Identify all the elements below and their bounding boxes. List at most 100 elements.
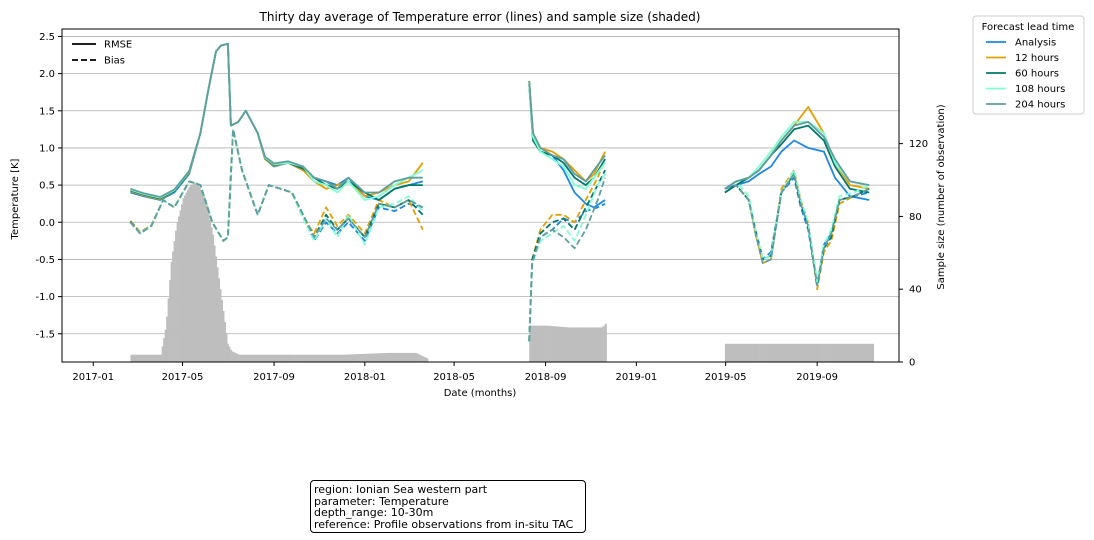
sample-size-bar	[588, 327, 591, 362]
sample-size-bar	[416, 353, 418, 362]
sample-size-bar	[143, 354, 146, 362]
sample-size-bar	[237, 354, 240, 362]
sample-size-bar	[313, 354, 316, 362]
sample-size-bar	[365, 353, 368, 362]
sample-size-bar	[748, 343, 751, 362]
sample-size-bar	[224, 321, 226, 362]
sample-size-bar	[283, 354, 286, 362]
sample-size-bar	[763, 343, 766, 362]
sample-size-bar	[735, 343, 738, 362]
sample-size-bar	[207, 212, 210, 362]
sample-size-bar	[166, 316, 168, 362]
sample-size-bar	[167, 298, 170, 362]
sample-size-bar	[399, 352, 402, 362]
sample-size-bar	[860, 343, 863, 362]
x-tick-label: 2017-09	[253, 372, 295, 383]
sample-size-bar	[383, 353, 386, 362]
sample-size-bar	[788, 343, 791, 362]
sample-size-bar	[863, 343, 866, 362]
sample-size-bar	[846, 343, 849, 362]
sample-size-bar	[375, 353, 378, 362]
sample-size-bar	[262, 354, 265, 362]
sample-size-bar	[279, 354, 282, 362]
sample-size-bar	[172, 251, 174, 362]
sample-size-bar	[557, 326, 560, 362]
sample-size-bar	[377, 353, 380, 362]
sample-size-bar	[316, 354, 319, 362]
sample-size-bar	[404, 352, 407, 362]
sample-size-bar	[584, 327, 587, 362]
sample-size-bar	[176, 222, 179, 362]
sample-size-bar	[280, 354, 283, 362]
sample-size-bar	[554, 326, 557, 362]
sample-size-bar	[359, 354, 362, 362]
sample-size-bar	[240, 354, 243, 362]
sample-size-bar	[356, 354, 359, 362]
sample-size-bar	[732, 343, 735, 362]
sample-size-bar	[209, 220, 212, 362]
sample-size-bar	[307, 354, 310, 362]
sample-size-bar	[837, 343, 840, 362]
y2-axis-label: Sample size (number of observation)	[936, 104, 947, 289]
sample-size-bar	[163, 338, 165, 362]
sample-size-bar	[319, 354, 322, 362]
y-axis-label: Temperature [K]	[10, 158, 21, 240]
sample-size-bar	[335, 354, 338, 362]
sample-size-bar	[248, 354, 250, 362]
sample-size-bar	[381, 353, 384, 362]
sample-size-bar	[329, 354, 332, 362]
series-analysis-rmse-line	[528, 84, 606, 209]
sample-size-bar	[778, 343, 781, 362]
sample-size-bar	[320, 354, 323, 362]
sample-size-bar	[821, 343, 824, 362]
sample-size-bar	[303, 354, 305, 362]
sample-size-bar	[797, 343, 800, 362]
sample-size-bar	[236, 353, 238, 362]
info-line-reference: reference: Profile observations from in-…	[314, 517, 574, 531]
sample-size-bar	[751, 343, 754, 362]
sample-size-bar	[744, 343, 747, 362]
sample-size-bar	[398, 352, 401, 362]
sample-size-bar	[741, 343, 744, 362]
sample-size-bar	[242, 354, 244, 362]
sample-size-bar	[145, 354, 148, 362]
sample-size-bar	[239, 354, 241, 362]
sample-size-bar	[300, 354, 302, 362]
sample-size-bar	[277, 354, 280, 362]
series-108-hours-bias-line	[528, 173, 606, 342]
sample-size-bar	[246, 354, 249, 362]
sample-size-bar	[791, 343, 794, 362]
x-tick-label: 2018-05	[433, 372, 475, 383]
sample-size-bar	[401, 352, 404, 362]
sample-size-bar	[754, 343, 757, 362]
x-tick-label: 2019-01	[615, 372, 657, 383]
sample-size-bar	[146, 354, 149, 362]
sample-size-bar	[326, 354, 329, 362]
sample-size-bar	[852, 343, 855, 362]
sample-size-bars	[130, 182, 875, 362]
sample-size-bar	[215, 256, 218, 362]
sample-size-bar	[817, 343, 819, 362]
sample-size-bar	[858, 343, 861, 362]
y-tick-label: 1.5	[39, 106, 55, 117]
sample-size-bar	[265, 354, 268, 362]
sample-size-bar	[600, 327, 603, 362]
sample-size-bar	[134, 354, 137, 362]
sample-size-bar	[842, 343, 845, 362]
sample-size-bar	[189, 185, 192, 362]
sample-size-bar	[210, 227, 213, 362]
sample-size-bar	[869, 343, 872, 362]
sample-size-bar	[270, 354, 273, 362]
sample-size-bar	[200, 190, 203, 362]
lead-legend-label-60-hours: 60 hours	[1015, 69, 1059, 80]
sample-size-bar	[274, 354, 277, 362]
series-108-hours-rmse-line	[528, 84, 606, 190]
sample-size-bar	[216, 267, 219, 362]
sample-size-bar	[361, 353, 363, 362]
sample-size-bar	[593, 327, 596, 362]
sample-size-bar	[276, 354, 279, 362]
sample-size-bar	[346, 354, 348, 362]
sample-size-bar	[426, 358, 429, 362]
lead-legend-label-analysis: Analysis	[1015, 38, 1056, 49]
